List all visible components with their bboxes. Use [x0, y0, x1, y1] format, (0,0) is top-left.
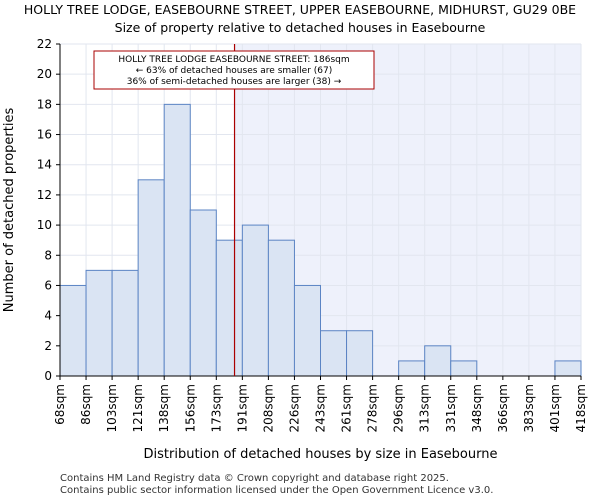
x-tick-label: 296sqm	[392, 384, 406, 432]
annotation-box	[93, 50, 375, 90]
y-axis-label: Number of detached properties	[2, 108, 17, 313]
y-tick-label: 16	[37, 128, 52, 142]
x-tick-label: 383sqm	[522, 384, 536, 432]
bar-243sqm	[320, 330, 348, 377]
chart-title: HOLLY TREE LODGE, EASEBOURNE STREET, UPP…	[23, 2, 577, 17]
bar-401sqm	[554, 360, 582, 377]
chart-subtitle: Size of property relative to detached ho…	[114, 20, 486, 35]
bar-156sqm	[189, 209, 217, 377]
y-tick-label: 6	[44, 278, 52, 292]
bar-103sqm	[111, 269, 139, 377]
bar-313sqm	[424, 345, 452, 377]
y-tick-label: 12	[37, 188, 52, 202]
x-tick-label: 121sqm	[131, 384, 145, 432]
y-tick-label: 10	[37, 218, 52, 232]
x-tick-label: 366sqm	[496, 384, 510, 432]
x-tick-label: 173sqm	[209, 384, 223, 432]
bar-331sqm	[450, 360, 478, 377]
x-tick-label: 418sqm	[574, 384, 588, 432]
x-axis-label: Distribution of detached houses by size …	[144, 447, 498, 462]
x-tick-label: 86sqm	[79, 384, 93, 425]
x-tick-label: 103sqm	[105, 384, 119, 432]
bar-261sqm	[346, 330, 374, 377]
x-tick-label: 208sqm	[261, 384, 275, 432]
bar-121sqm	[137, 179, 165, 377]
footer-line-2: Contains public sector information licen…	[60, 485, 494, 496]
x-tick-label: 226sqm	[287, 384, 301, 432]
bar-208sqm	[267, 239, 295, 377]
bar-138sqm	[163, 103, 191, 377]
x-tick-label: 348sqm	[470, 384, 484, 432]
x-tick-label: 261sqm	[340, 384, 354, 432]
bar-173sqm	[215, 239, 243, 377]
y-tick-label: 18	[37, 97, 52, 111]
bar-68sqm	[59, 284, 87, 377]
annotation-line-3: 36% of semi-detached houses are larger (…	[127, 77, 342, 87]
x-tick-label: 191sqm	[235, 384, 249, 432]
annotation-line-2: ← 63% of detached houses are smaller (67…	[136, 66, 333, 76]
footer-line-1: Contains HM Land Registry data © Crown c…	[60, 473, 449, 484]
x-tick-label: 138sqm	[157, 384, 171, 432]
y-tick-label: 4	[44, 309, 52, 323]
annotation-line-1: HOLLY TREE LODGE EASEBOURNE STREET: 186s…	[118, 55, 349, 65]
y-tick-label: 20	[37, 67, 52, 81]
y-tick-label: 8	[44, 248, 52, 262]
y-tick-label: 22	[37, 37, 52, 51]
x-tick-label: 331sqm	[444, 384, 458, 432]
x-tick-label: 313sqm	[418, 384, 432, 432]
y-tick-label: 14	[37, 158, 52, 172]
y-tick-label: 2	[44, 339, 52, 353]
x-tick-label: 243sqm	[314, 384, 328, 432]
x-tick-label: 68sqm	[53, 384, 67, 425]
bar-191sqm	[241, 224, 269, 377]
bar-296sqm	[398, 360, 426, 377]
bar-86sqm	[85, 269, 113, 377]
y-tick-label: 0	[44, 369, 52, 383]
bar-226sqm	[293, 284, 322, 377]
x-tick-label: 401sqm	[548, 384, 562, 432]
x-tick-label: 156sqm	[183, 384, 197, 432]
x-tick-label: 278sqm	[366, 384, 380, 432]
